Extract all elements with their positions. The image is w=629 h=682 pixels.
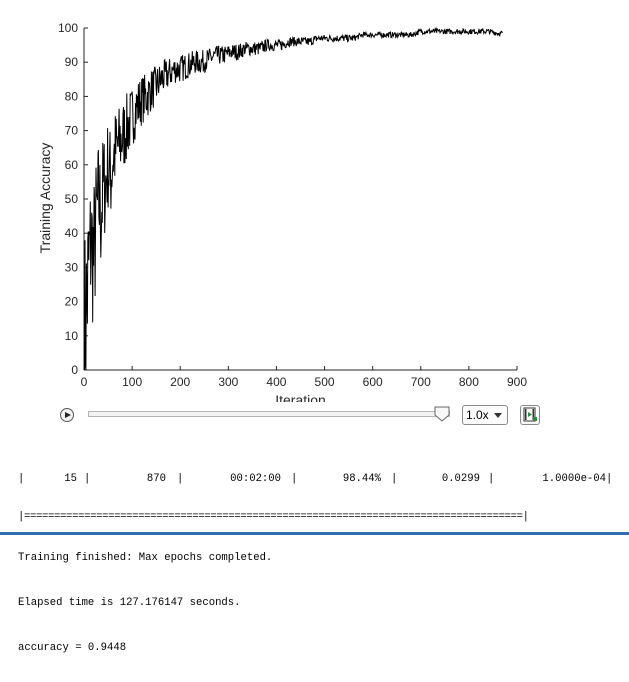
x-tick-label: 800 [459, 375, 479, 389]
cell-time-elapsed: 00:02:00 [230, 473, 281, 485]
y-tick-label: 30 [65, 260, 79, 274]
x-tick-label: 0 [81, 375, 88, 389]
cell-iteration: 870 [146, 473, 166, 485]
y-tick-label: 40 [65, 226, 79, 240]
x-tick-label: 700 [411, 375, 431, 389]
y-tick-label: 70 [65, 124, 79, 138]
cell-learn-rate: 1.0000e-04 [542, 473, 606, 485]
cell-epoch: 15 [64, 473, 77, 485]
export-video-icon [523, 407, 537, 422]
training-accuracy-chart: 0 100 200 300 400 500 600 700 800 900 0 10 20 30 40 50 6… [37, 21, 527, 402]
accuracy-series-line [84, 26, 503, 371]
y-axis-label: Training Accuracy [37, 143, 53, 254]
chart-ticks: 0 100 200 300 400 500 600 700 800 900 0 10 20 30 40 50 6… [58, 21, 527, 389]
cell-accuracy: 98.44% [342, 473, 381, 485]
chevron-down-icon [494, 413, 502, 418]
x-tick-label: 300 [218, 375, 238, 389]
y-tick-label: 80 [65, 89, 79, 103]
x-tick-label: 400 [266, 375, 286, 389]
y-tick-label: 10 [65, 329, 79, 343]
x-tick-label: 200 [170, 375, 190, 389]
cell-loss: 0.0299 [441, 473, 480, 485]
y-tick-label: 20 [65, 295, 79, 309]
slider-thumb-icon[interactable] [434, 406, 450, 422]
y-tick-label: 0 [71, 363, 78, 377]
export-video-button[interactable] [520, 405, 540, 425]
x-tick-label: 900 [507, 375, 527, 389]
playback-bar: 1.0x [0, 402, 629, 430]
x-tick-label: 500 [315, 375, 335, 389]
speed-select[interactable]: 1.0x [462, 405, 508, 425]
progress-table-row: | 15 | 870 | 00:02:00 | 98.44% | 0.0299 … [18, 473, 613, 485]
x-tick-label: 100 [122, 375, 142, 389]
y-tick-label: 50 [65, 192, 79, 206]
training-finished-text: Training finished: Max epochs completed. [18, 552, 273, 564]
speed-value: 1.0x [466, 408, 489, 422]
y-tick-label: 90 [65, 55, 79, 69]
y-tick-label: 60 [65, 158, 79, 172]
window-bottom-rule [0, 532, 629, 535]
y-tick-label: 100 [58, 21, 78, 35]
accuracy-text: accuracy = 0.9448 [18, 642, 127, 654]
table-separator: |=======================================… [18, 511, 529, 523]
playback-slider[interactable] [88, 411, 450, 417]
play-button[interactable] [60, 408, 74, 422]
elapsed-time-text: Elapsed time is 127.176147 seconds. [18, 597, 241, 609]
x-axis-label: Iteration [275, 392, 326, 402]
command-window-output: | 15 | 870 | 00:02:00 | 98.44% | 0.0299 … [18, 448, 618, 671]
chart-axes [83, 28, 517, 371]
x-tick-label: 600 [363, 375, 383, 389]
